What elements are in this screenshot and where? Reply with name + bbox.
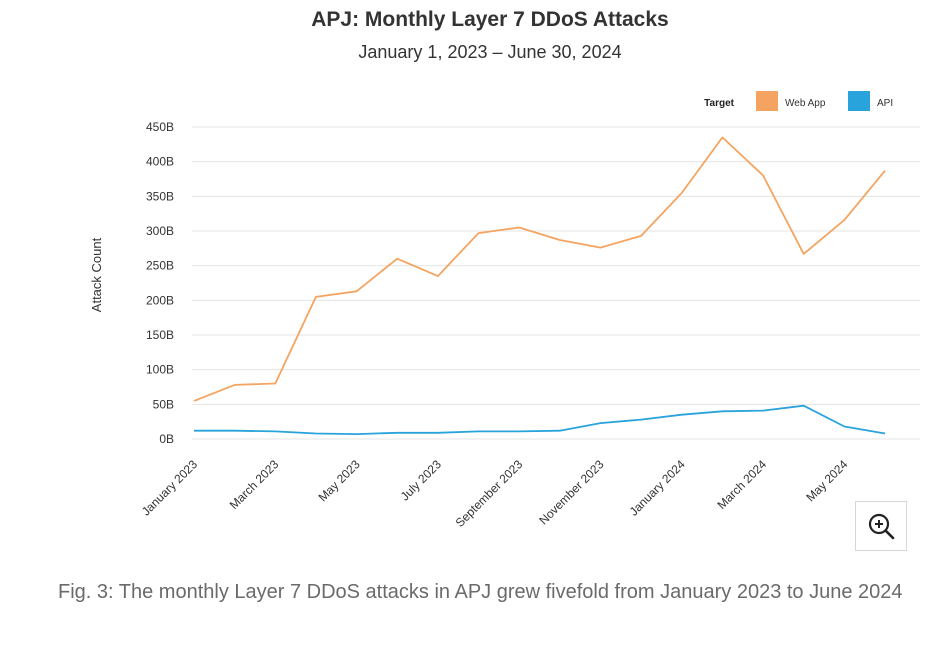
x-tick-label: May 2024: [803, 457, 850, 504]
zoom-button[interactable]: [855, 501, 907, 551]
legend: Target Web App API: [704, 91, 893, 111]
x-tick-label: March 2024: [714, 457, 769, 512]
x-tick-label: March 2023: [227, 457, 282, 512]
legend-label-web-app: Web App: [785, 98, 826, 109]
zoom-in-icon: [868, 513, 895, 540]
chart-subtitle: January 1, 2023 – June 30, 2024: [358, 42, 622, 62]
y-tick-label: 400B: [146, 155, 174, 169]
y-tick-label: 250B: [146, 259, 174, 273]
figure-caption: Fig. 3: The monthly Layer 7 DDoS attacks…: [58, 581, 903, 603]
x-tick-label: September 2023: [453, 457, 526, 530]
series-line-api: [194, 404, 886, 436]
line-chart: 0B 50B 100B 150B 200B 250B 300B 350B 400B 450B Ja…: [89, 91, 920, 530]
y-axis-ticks: 0B 50B 100B 150B 200B 250B 300B 350B 400B 450B: [146, 120, 174, 446]
y-axis-title: Attack Count: [89, 237, 104, 312]
x-tick-label: July 2023: [398, 457, 444, 503]
gridlines: [192, 126, 920, 440]
legend-swatch-api: [848, 91, 870, 111]
x-tick-label: January 2024: [627, 457, 689, 519]
y-tick-label: 300B: [146, 224, 174, 238]
y-tick-label: 200B: [146, 293, 174, 307]
legend-swatch-web-app: [756, 91, 778, 111]
chart-title: APJ: Monthly Layer 7 DDoS Attacks: [311, 8, 669, 31]
x-tick-label: November 2023: [536, 457, 607, 528]
y-tick-label: 350B: [146, 189, 174, 203]
series-lines: [193, 136, 886, 436]
y-tick-label: 100B: [146, 363, 174, 377]
x-axis-ticks: January 2023 March 2023 May 2023 July 2023 S…: [139, 457, 851, 530]
y-tick-label: 450B: [146, 120, 174, 134]
series-line-web-app: [193, 136, 886, 402]
y-tick-label: 0B: [159, 432, 174, 446]
legend-label-api: API: [877, 98, 893, 109]
y-tick-label: 150B: [146, 328, 174, 342]
legend-title: Target: [704, 98, 734, 109]
y-tick-label: 50B: [153, 397, 174, 411]
x-tick-label: January 2023: [139, 457, 201, 519]
x-tick-label: May 2023: [316, 457, 363, 504]
